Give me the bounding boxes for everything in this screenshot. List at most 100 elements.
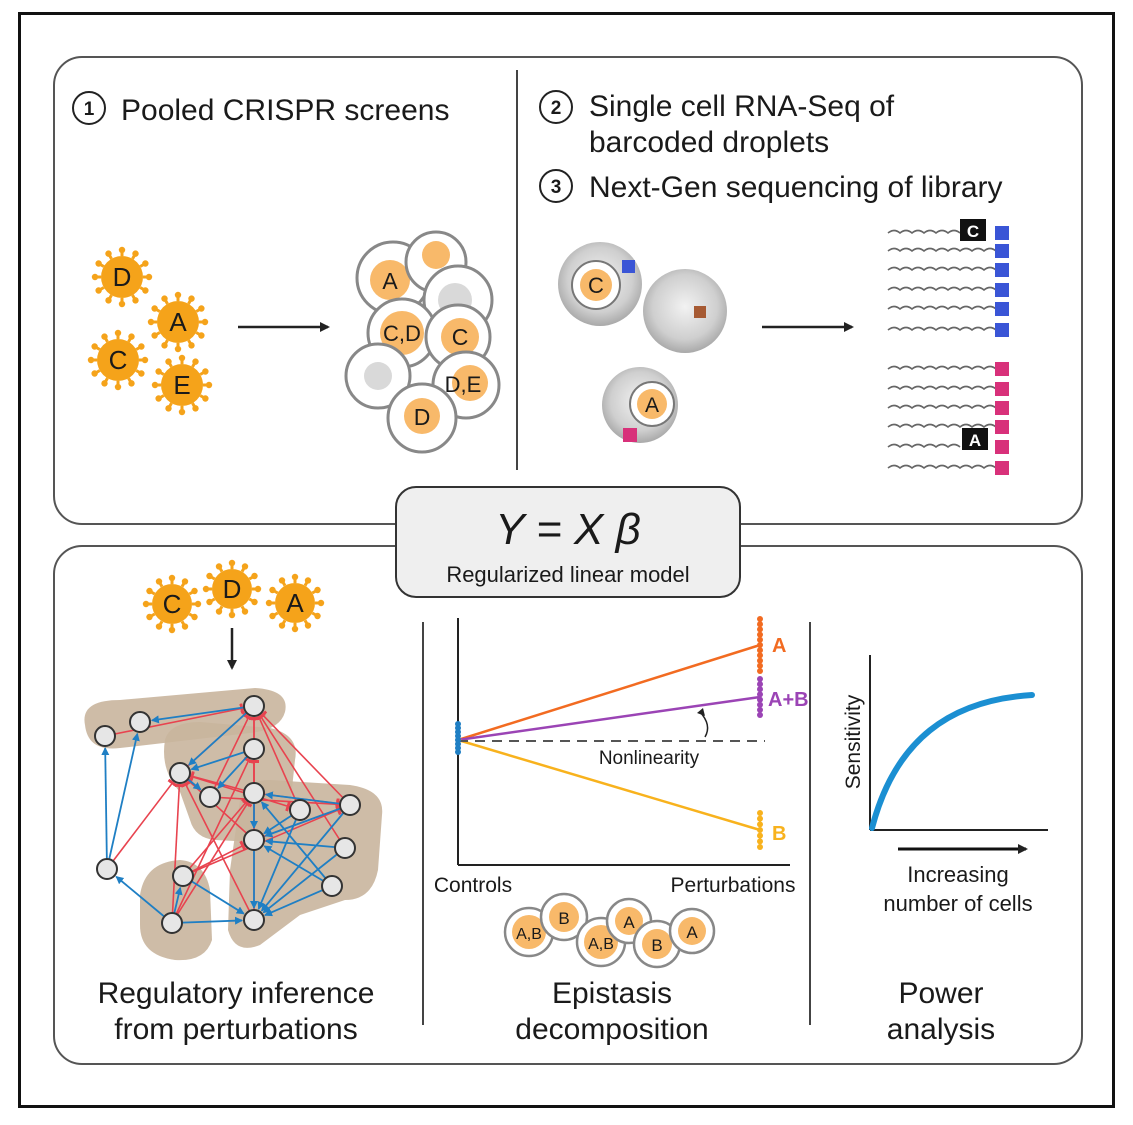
virus-spike-tip (147, 318, 155, 326)
network-node (243, 695, 265, 717)
network-node (172, 865, 194, 887)
virus-spike-tip (146, 587, 153, 595)
droplet (643, 269, 727, 353)
repression-edge (104, 703, 245, 737)
step3-title: Next-Gen sequencing of library (589, 171, 1003, 204)
virus-spike-tip (191, 613, 198, 621)
network-node (339, 794, 361, 816)
network-node (289, 799, 311, 821)
point-a (757, 657, 763, 664)
read-line (887, 404, 997, 410)
points-a (757, 616, 763, 674)
virus-spike-tip (181, 623, 189, 630)
virus-spike-tip (241, 563, 249, 570)
read-line (887, 266, 997, 272)
point-a (757, 616, 763, 622)
activation-edge (264, 804, 351, 838)
point-a-plus-b (757, 701, 763, 708)
read-line (887, 464, 997, 470)
step2-title-line2: barcoded droplets (589, 126, 829, 159)
network-node (169, 762, 191, 784)
virus-spike-tip (215, 563, 223, 570)
series-line-a-plus-b (457, 695, 761, 742)
point-a-plus-b (757, 676, 763, 682)
virus-spike-tip (198, 305, 205, 312)
virus-body (101, 256, 143, 298)
repression-edge (258, 710, 351, 806)
virus-spike-tip (114, 329, 122, 337)
virus-spike-tip (291, 625, 299, 633)
droplet-barcode (694, 306, 706, 318)
points-b (757, 810, 763, 850)
virus-spike-tip (251, 572, 258, 580)
control-point (455, 749, 461, 755)
cell-label: A (686, 923, 698, 942)
cell-nucleus (370, 260, 410, 300)
virus-spike-tip (155, 395, 162, 402)
virus: A (265, 573, 325, 633)
virus-spike-tip (174, 291, 182, 299)
virus-spike-tip (201, 318, 209, 326)
cell-label: D,E (445, 372, 482, 397)
virus-spike-tip (132, 250, 139, 257)
virus-label: D (113, 262, 132, 292)
step2-number-circle (539, 90, 573, 124)
virus-spike-tip (155, 368, 162, 375)
virus-spike-tip (142, 600, 150, 608)
virus: E (151, 354, 213, 416)
network-node (243, 909, 265, 931)
read-barcode (995, 263, 1009, 277)
series-line-b (457, 738, 761, 832)
virus-spike-tip (174, 345, 182, 353)
virus-spike-tip (278, 577, 286, 584)
network-node (96, 858, 118, 880)
cell-label: A (382, 268, 398, 294)
virus: C (87, 329, 149, 391)
droplet-cell-nucleus (580, 269, 612, 301)
virus-spike-tip (151, 305, 158, 312)
virus-spike-tip (188, 342, 195, 349)
series-label-a: A (772, 635, 786, 657)
read-barcode (995, 323, 1009, 337)
point-b (757, 832, 763, 839)
power-ylabel: Sensitivity (842, 694, 865, 789)
series-line-a (457, 643, 761, 742)
virus-spike-tip (206, 572, 213, 580)
model-box-frame (395, 486, 741, 598)
virus-spike-tip (181, 578, 189, 585)
nonlinearity-label: Nonlinearity (599, 748, 700, 769)
network-node (334, 837, 356, 859)
step1-number-circle (72, 91, 106, 125)
virus-spike-tip (128, 333, 135, 340)
read-tag-label: C (967, 222, 979, 241)
cell-label: C (452, 324, 469, 350)
virus-spike-tip (155, 623, 163, 630)
series-label-a-plus-b: A+B (768, 689, 809, 711)
repression-edge (182, 798, 251, 877)
repression-edge (184, 776, 255, 841)
network-edges (101, 703, 351, 925)
activation-edge (115, 875, 173, 924)
power-caption-line2: analysis (887, 1013, 995, 1046)
point-a-plus-b (757, 706, 763, 713)
virus-spike-tip (206, 598, 213, 606)
read-line (887, 247, 997, 253)
virus-spike-tip (192, 358, 199, 365)
repression-edge (106, 778, 178, 870)
cell-label: C,D (383, 321, 421, 346)
virus-spike-tip (91, 370, 98, 377)
virus-label: A (286, 588, 304, 618)
virus-spike-tip (132, 297, 139, 304)
droplet-barcode (623, 428, 637, 442)
virus-spike-tip (145, 273, 153, 281)
virus-label: E (173, 370, 190, 400)
read-barcode (995, 244, 1009, 258)
virus: C (142, 574, 202, 634)
virus-spike-tip (101, 380, 108, 387)
control-points (455, 721, 461, 755)
virus-spike-tip (178, 354, 186, 362)
virus-spike-tip (202, 585, 210, 593)
cell-label: B (558, 909, 569, 928)
epistasis-caption-line2: decomposition (515, 1013, 708, 1046)
